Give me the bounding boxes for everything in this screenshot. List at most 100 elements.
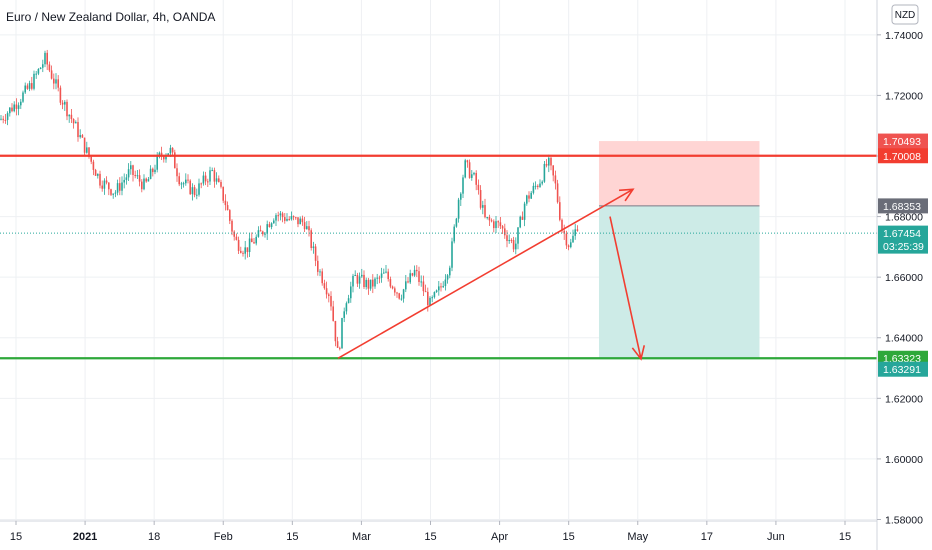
candle xyxy=(387,268,389,282)
candle xyxy=(385,265,387,274)
candle-body xyxy=(354,275,356,277)
candle xyxy=(539,179,541,188)
candle xyxy=(319,269,321,277)
candle xyxy=(543,161,546,183)
candle xyxy=(6,111,9,126)
candle xyxy=(15,98,18,116)
drawings-layer[interactable] xyxy=(337,188,646,361)
candle-body xyxy=(132,165,134,175)
candle xyxy=(215,172,218,185)
take-profit-zone[interactable] xyxy=(598,205,760,360)
candle-body xyxy=(433,292,436,298)
candle xyxy=(138,169,141,187)
candle xyxy=(143,174,145,191)
candle-body xyxy=(339,347,341,349)
candle xyxy=(328,292,330,303)
candle-body xyxy=(288,218,290,220)
candle xyxy=(202,171,205,186)
candle xyxy=(343,307,345,323)
candle-body xyxy=(198,183,200,195)
candle-body xyxy=(233,231,235,237)
candle xyxy=(501,224,504,235)
candle-body xyxy=(22,92,24,102)
price-tick-label: 1.62000 xyxy=(885,393,923,405)
candle-body xyxy=(213,170,216,182)
currency-button[interactable]: NZD xyxy=(891,4,919,25)
stop-loss-zone[interactable] xyxy=(598,141,760,206)
candle-body xyxy=(317,260,319,272)
target-price-tag: 1.63291 xyxy=(878,361,928,377)
candle-body xyxy=(39,67,42,69)
position-zones[interactable] xyxy=(598,141,760,360)
candle xyxy=(132,164,134,182)
candle-body xyxy=(543,163,546,182)
candle xyxy=(407,277,409,284)
candle-body xyxy=(114,192,117,194)
candle xyxy=(141,179,143,193)
candle-body xyxy=(191,187,194,195)
candle xyxy=(101,180,103,192)
projection-arrow[interactable] xyxy=(609,216,642,360)
candle xyxy=(554,170,557,190)
candle-body xyxy=(86,147,88,153)
target-price-tag-bg xyxy=(878,361,928,377)
candle-body xyxy=(413,269,416,276)
candle xyxy=(4,114,7,124)
candle xyxy=(488,214,491,227)
candle-body xyxy=(167,153,169,156)
candle xyxy=(235,233,238,241)
time-axis[interactable]: 15 2021 18 Feb 15 Mar 15 Apr 15 May 17 Jun 15 xyxy=(10,521,851,543)
candle-body xyxy=(323,283,326,289)
candle-body xyxy=(561,219,563,231)
candle-body xyxy=(2,118,4,120)
candle xyxy=(275,213,277,226)
candle xyxy=(429,296,431,306)
candle xyxy=(312,241,315,254)
candle xyxy=(372,274,374,294)
candle-body xyxy=(83,137,86,153)
candle xyxy=(270,222,273,230)
candle xyxy=(66,99,68,121)
candle-body xyxy=(44,52,46,65)
candle xyxy=(330,291,332,311)
candle xyxy=(116,179,119,196)
candle xyxy=(563,224,565,240)
candle-body xyxy=(116,183,119,193)
candle-body xyxy=(431,297,433,299)
candle-body xyxy=(376,277,378,279)
stop-price-tag: 1.70493 xyxy=(878,133,928,149)
candle-body xyxy=(231,220,233,232)
resistance-price-tag-text: 1.70008 xyxy=(883,151,921,163)
candle-body xyxy=(530,192,532,199)
candle-body xyxy=(253,242,255,244)
trend-line[interactable] xyxy=(337,188,634,360)
candle-body xyxy=(416,269,418,272)
candle-body xyxy=(350,286,352,299)
candle xyxy=(449,265,451,279)
candle-body xyxy=(266,224,268,234)
candle-body xyxy=(391,286,394,289)
candle-body xyxy=(347,298,350,304)
candle-body xyxy=(37,68,40,74)
candle xyxy=(323,279,326,290)
candle xyxy=(376,273,378,285)
candle-body xyxy=(422,281,425,292)
candle xyxy=(435,289,438,293)
candle xyxy=(226,201,229,211)
candle xyxy=(438,281,440,296)
candle xyxy=(490,218,493,223)
horizontal-levels[interactable] xyxy=(0,154,877,360)
candle xyxy=(152,167,154,177)
trend-line-arrowhead xyxy=(618,188,635,202)
price-axis[interactable]: 1.740001.720001.700001.680001.660001.640… xyxy=(877,30,923,527)
candle xyxy=(405,274,407,293)
candle-body xyxy=(411,273,414,276)
candle xyxy=(48,61,51,73)
candle-body xyxy=(506,235,508,242)
candle-body xyxy=(165,155,167,160)
candle-body xyxy=(550,157,552,166)
candle-body xyxy=(570,242,572,248)
candle xyxy=(325,281,328,299)
candle-body xyxy=(345,303,348,312)
entry-price-tag-text: 1.68353 xyxy=(883,201,921,213)
